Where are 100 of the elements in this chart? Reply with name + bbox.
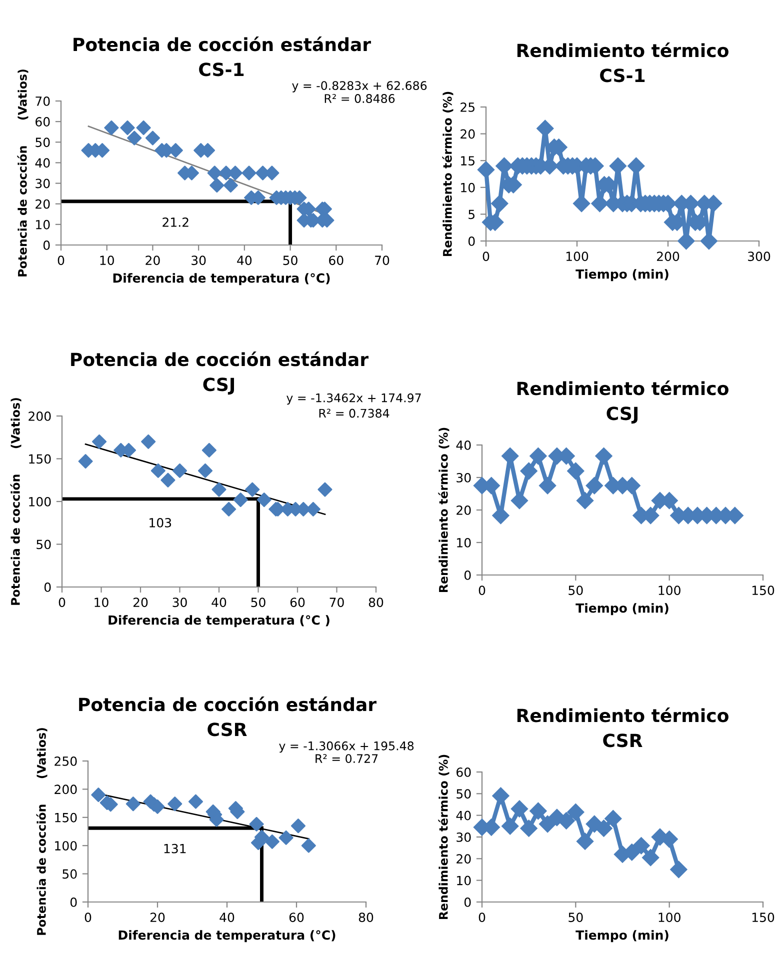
y-tick-label: 50 — [36, 540, 51, 550]
x-tick-label: 30 — [192, 256, 206, 266]
x-tick-label: 10 — [94, 598, 108, 608]
x-axis-title: Tiempo (min) — [576, 603, 668, 616]
y-tick-label: 200 — [28, 411, 51, 421]
chart-title: Rendimiento térmico — [517, 42, 728, 58]
y-tick-label: 5 — [468, 210, 474, 220]
x-tick-label: 80 — [358, 912, 374, 922]
chart-title: Potencia de cocción estándar — [79, 696, 376, 712]
x-tick-label: 30 — [172, 598, 187, 608]
chart-subtitle: CSR — [603, 734, 642, 748]
y-tick-label: 10 — [457, 876, 471, 886]
y-tick-label: 250 — [54, 756, 77, 766]
y-tick-label: 20 — [456, 505, 471, 515]
y-tick-label: 100 — [55, 841, 77, 851]
x-tick-label: 70 — [375, 256, 390, 266]
y-axis-title: Rendimiento térmico (%) — [442, 92, 454, 256]
y-tick-label: 60 — [36, 117, 50, 126]
chart-subtitle: CSR — [208, 722, 247, 736]
x-tick-label: 60 — [289, 912, 304, 922]
x-tick-label: 40 — [237, 256, 252, 266]
y-tick-label: 0 — [70, 897, 77, 907]
x-tick-label: 0 — [482, 252, 490, 262]
y-tick-label: 70 — [36, 96, 50, 106]
y-tick-label: 150 — [29, 454, 51, 464]
x-tick-label: 60 — [329, 256, 344, 266]
y-tick-label: 40 — [35, 158, 50, 168]
y-tick-label: 0 — [43, 240, 50, 250]
y-tick-label: 10 — [457, 538, 471, 548]
x-tick-label: 150 — [752, 586, 774, 596]
annotation: R² = 0.727 — [316, 754, 378, 764]
y-axis-title: Rendimiento térmico (%) — [438, 754, 450, 920]
x-tick-label: 0 — [84, 912, 92, 922]
x-tick-label: 0 — [478, 912, 486, 922]
y-tick-label: 0 — [464, 897, 471, 907]
y-tick-label: 0 — [468, 236, 475, 246]
x-tick-label: 20 — [150, 912, 165, 922]
x-tick-label: 10 — [100, 256, 114, 266]
text: y = -0.8283x + 62.686 — [292, 81, 427, 92]
ref-line-label: 103 — [150, 518, 172, 528]
chart-title: Rendimiento térmico — [517, 708, 728, 722]
y-tick-label: 10 — [36, 220, 50, 230]
y-tick-label: 30 — [36, 178, 50, 188]
text: y = -1.3066x + 195.48 — [279, 741, 414, 753]
x-tick-label: 100 — [658, 912, 680, 922]
annotation: R² = 0.7384 — [319, 408, 390, 418]
x-tick-label: 100 — [566, 252, 588, 262]
x-axis-title: Diferencia de temperatura (°C ) — [108, 615, 330, 628]
chart-title: Potencia de cocción estándar — [74, 36, 371, 52]
y-axis-title: Potencia de cocción (Vatios) — [36, 728, 48, 935]
x-axis-title: Diferencia de temperatura (°C) — [113, 273, 330, 286]
chart-title: Rendimiento térmico — [517, 380, 728, 396]
y-tick-label: 50 — [456, 789, 471, 799]
y-tick-label: 50 — [36, 138, 50, 148]
ref-line-label: 131 — [164, 844, 186, 854]
y-tick-label: 30 — [456, 472, 471, 482]
x-tick-label: 40 — [212, 598, 226, 608]
x-tick-label: 50 — [568, 912, 583, 922]
ref-line-label: 21.2 — [162, 217, 188, 227]
y-tick-label: 200 — [54, 784, 77, 794]
x-axis-title: Diferencia de temperatura (°C) — [118, 930, 336, 942]
x-axis-title: Tiempo (min) — [576, 269, 668, 282]
y-tick-label: 100 — [29, 496, 51, 506]
y-axis-title: Rendimiento térmico (%) — [438, 428, 450, 592]
x-tick-label: 60 — [290, 598, 305, 608]
chart-subtitle: CSJ — [606, 406, 638, 424]
x-tick-label: 200 — [656, 252, 680, 262]
y-tick-label: 15 — [461, 156, 474, 166]
annotation: R² = 0.8486 — [324, 94, 395, 103]
y-axis-title: Potencia de cocción (Vatios) — [17, 70, 28, 276]
y-tick-label: 20 — [36, 199, 50, 209]
x-axis-title: Tiempo (min) — [576, 930, 668, 942]
x-tick-label: 300 — [748, 252, 770, 262]
y-tick-label: 60 — [456, 767, 471, 777]
chart-subtitle: CSJ — [203, 378, 234, 395]
y-tick-label: 10 — [461, 182, 475, 192]
x-tick-label: 50 — [568, 586, 583, 596]
x-tick-label: 50 — [251, 598, 266, 608]
x-tick-label: 100 — [658, 586, 680, 596]
chart-title: Potencia de cocción estándar — [71, 352, 368, 366]
x-tick-label: 40 — [220, 912, 234, 922]
x-tick-label: 70 — [330, 598, 344, 608]
x-tick-label: 20 — [146, 256, 160, 266]
x-tick-label: 20 — [133, 598, 148, 608]
y-tick-label: 40 — [456, 440, 471, 450]
y-tick-label: 20 — [456, 854, 471, 864]
y-tick-label: 40 — [456, 810, 471, 820]
y-tick-label: 150 — [55, 812, 77, 822]
y-tick-label: 0 — [464, 570, 471, 580]
y-tick-label: 50 — [62, 869, 77, 879]
text: y = -1.3462x + 174.97 — [286, 393, 421, 405]
y-axis-title: Potencia de cocción (Vatios) — [10, 398, 22, 605]
x-tick-label: 50 — [283, 256, 298, 266]
y-tick-label: 20 — [460, 129, 475, 139]
x-tick-label: 0 — [478, 586, 486, 596]
chart-subtitle: CS-1 — [199, 62, 244, 76]
x-tick-label: 80 — [368, 598, 384, 608]
y-tick-label: 25 — [460, 102, 474, 112]
chart-subtitle: CS-1 — [600, 68, 645, 82]
x-tick-label: 150 — [752, 912, 774, 922]
